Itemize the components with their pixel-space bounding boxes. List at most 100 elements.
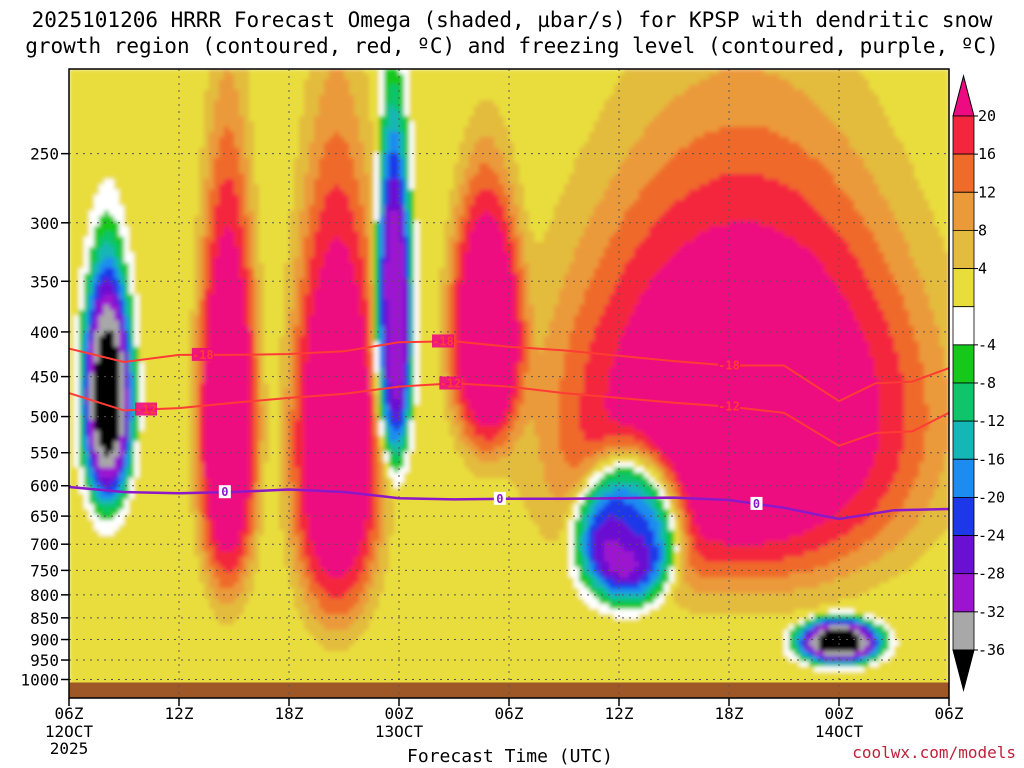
omega-cell <box>219 598 225 604</box>
omega-cell <box>239 158 245 164</box>
omega-cell <box>239 205 245 211</box>
omega-cell <box>224 556 230 562</box>
omega-cell <box>254 494 260 500</box>
omega-cell <box>164 305 170 311</box>
omega-cell <box>259 284 265 290</box>
omega-cell <box>139 420 145 426</box>
omega-cell <box>274 174 280 180</box>
omega-cell <box>74 158 80 164</box>
omega-cell <box>74 478 80 484</box>
omega-cell <box>84 137 90 143</box>
omega-cell <box>209 205 215 211</box>
omega-cell <box>219 404 225 410</box>
omega-cell <box>219 410 225 416</box>
omega-cell <box>79 289 85 295</box>
omega-cell <box>239 504 245 510</box>
omega-cell <box>179 562 185 568</box>
omega-cell <box>134 567 140 573</box>
omega-cell <box>119 200 125 206</box>
omega-cell <box>114 116 120 122</box>
omega-cell <box>94 410 100 416</box>
omega-cell <box>169 326 175 332</box>
omega-cell <box>234 158 240 164</box>
omega-cell <box>144 137 150 143</box>
omega-cell <box>259 252 265 258</box>
omega-cell <box>199 116 205 122</box>
omega-cell <box>144 635 150 641</box>
omega-cell <box>204 216 210 222</box>
omega-cell <box>189 551 195 557</box>
omega-cell <box>199 174 205 180</box>
omega-cell <box>244 661 250 667</box>
omega-cell <box>184 389 190 395</box>
omega-cell <box>169 321 175 327</box>
omega-cell <box>169 205 175 211</box>
omega-cell <box>149 300 155 306</box>
omega-cell <box>274 363 280 369</box>
omega-cell <box>69 525 75 531</box>
omega-cell <box>179 237 185 243</box>
omega-cell <box>224 509 230 515</box>
omega-cell <box>219 384 225 390</box>
omega-cell <box>129 619 135 625</box>
omega-cell <box>264 111 270 117</box>
omega-cell <box>169 85 175 91</box>
omega-cell <box>129 630 135 636</box>
omega-cell <box>209 273 215 279</box>
omega-cell <box>239 116 245 122</box>
omega-cell <box>74 200 80 206</box>
omega-cell <box>244 106 250 112</box>
omega-cell <box>79 195 85 201</box>
omega-cell <box>244 630 250 636</box>
omega-cell <box>144 300 150 306</box>
omega-cell <box>124 273 130 279</box>
omega-cell <box>129 546 135 552</box>
omega-cell <box>214 572 220 578</box>
omega-cell <box>89 551 95 557</box>
omega-cell <box>219 342 225 348</box>
omega-cell <box>204 116 210 122</box>
omega-cell <box>179 640 185 646</box>
omega-cell <box>234 231 240 237</box>
omega-cell <box>69 378 75 384</box>
omega-cell <box>164 211 170 217</box>
omega-cell <box>214 373 220 379</box>
omega-cell <box>89 284 95 290</box>
omega-cell <box>264 609 270 615</box>
omega-cell <box>194 399 200 405</box>
omega-cell <box>79 667 85 673</box>
omega-cell <box>124 457 130 463</box>
omega-cell <box>199 163 205 169</box>
omega-cell <box>264 315 270 321</box>
omega-cell <box>164 389 170 395</box>
omega-cell <box>234 604 240 610</box>
omega-cell <box>74 357 80 363</box>
omega-cell <box>154 184 160 190</box>
omega-cell <box>259 300 265 306</box>
omega-cell <box>164 520 170 526</box>
omega-cell <box>264 384 270 390</box>
omega-cell <box>89 315 95 321</box>
omega-cell <box>134 525 140 531</box>
omega-cell <box>74 588 80 594</box>
omega-cell <box>219 546 225 552</box>
omega-cell <box>239 268 245 274</box>
omega-cell <box>109 137 115 143</box>
omega-cell <box>184 598 190 604</box>
omega-cell <box>179 284 185 290</box>
omega-cell <box>209 132 215 138</box>
omega-cell <box>234 504 240 510</box>
omega-cell <box>219 373 225 379</box>
omega-cell <box>74 609 80 615</box>
omega-cell <box>214 651 220 657</box>
omega-cell <box>139 436 145 442</box>
omega-cell <box>124 195 130 201</box>
omega-cell <box>99 252 105 258</box>
omega-cell <box>209 646 215 652</box>
omega-cell <box>254 378 260 384</box>
omega-cell <box>214 300 220 306</box>
omega-cell <box>229 252 235 258</box>
omega-cell <box>144 478 150 484</box>
omega-cell <box>184 467 190 473</box>
omega-cell <box>154 127 160 133</box>
